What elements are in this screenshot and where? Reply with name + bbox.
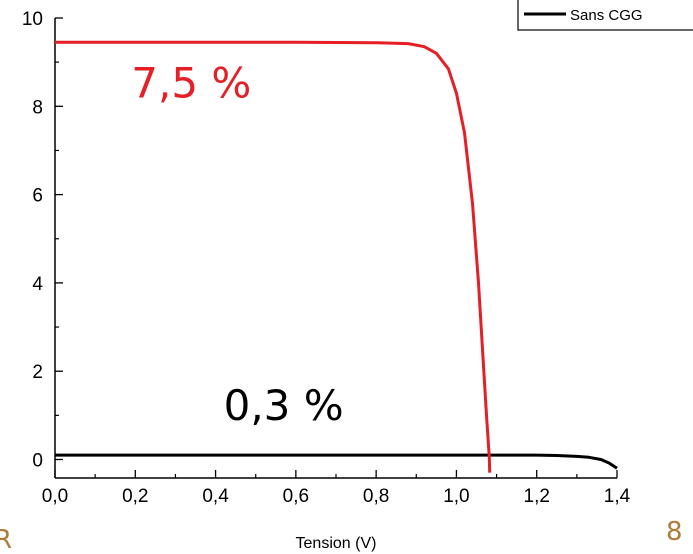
x-tick-label: 1,0 [443,486,469,507]
series-layer [55,40,618,473]
x-axis-title: Tension (V) [296,535,377,552]
axes: 0,0 0,2 0,4 0,6 0,8 1,0 1,2 1,4 0 2 4 6 8 10 [22,9,631,507]
series-line-sans-cgg [55,453,618,470]
corner-label-left: R [0,525,12,554]
efficiency-annotation: 0,3 % [224,381,344,430]
x-tick-label: 0,0 [42,486,68,507]
annotation-layer: 7,5 % 0,3 % [131,58,343,429]
x-tick-label: 0,4 [202,486,229,507]
efficiency-annotation: 7,5 % [131,58,251,107]
y-tick-label: 8 [32,97,43,118]
x-tick-label: 0,2 [122,486,148,507]
y-tick-label: 4 [32,274,43,295]
legend-label: Sans CGG [570,7,643,24]
x-tick-label: 1,2 [524,486,550,507]
y-tick-label: 2 [32,362,43,383]
y-tick-label: 0 [32,451,43,472]
x-tick-label: 0,8 [363,486,389,507]
legend: Sans CGG [517,0,693,31]
series-line-1 [55,40,492,473]
y-tick-label: 6 [32,186,43,207]
corner-label-right: 8 [666,517,683,547]
x-tick-label: 0,6 [283,486,309,507]
x-tick-label: 1,4 [604,486,631,507]
y-tick-label: 10 [22,9,43,30]
